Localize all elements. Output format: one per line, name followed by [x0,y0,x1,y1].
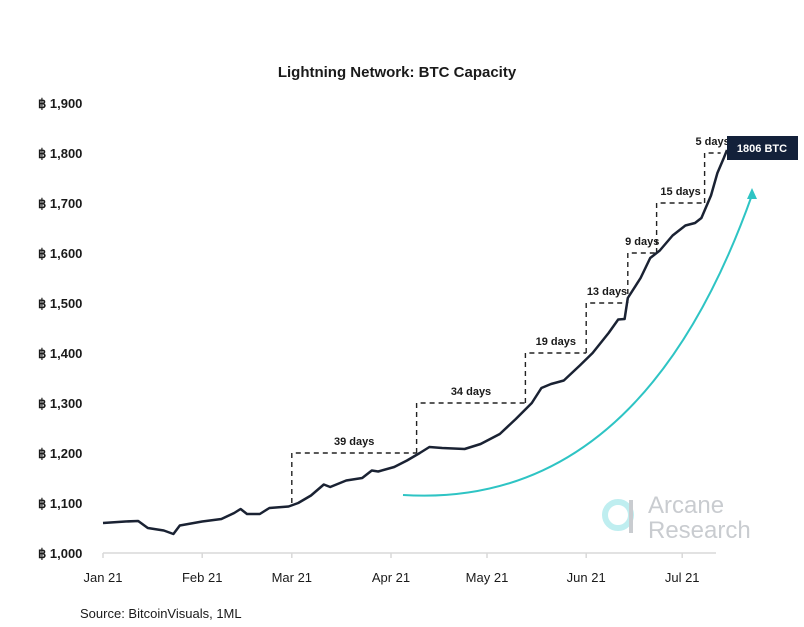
last-value-badge-bg [727,136,798,160]
step-dashed-line [524,352,587,403]
step-label: 39 days [334,436,374,448]
step-label: 34 days [451,386,491,398]
last-value-label: 1806 BTC [737,143,787,155]
watermark-logo-icon [602,499,634,531]
step-annotations: 39 days 34 days 19 days 13 days 9 days 15 day… [291,136,730,503]
step-dashed-line [585,302,628,353]
source-note: Source: BitcoinVisuals, 1ML [80,606,242,621]
series-line [102,149,729,536]
y-axis: ฿ 1,000 ฿ 1,100 ฿ 1,200 ฿ 1,300 ฿ 1,400 ฿ 1,5… [38,96,82,561]
y-tick-label: ฿ 1,300 [38,396,82,411]
step-label: 13 days [587,286,627,298]
y-tick-label: ฿ 1,900 [38,96,82,111]
y-tick-label: ฿ 1,600 [38,246,82,261]
y-tick-label: ฿ 1,400 [38,346,82,361]
x-tick-label: May 21 [466,570,509,585]
y-tick-label: ฿ 1,800 [38,146,82,161]
chart-title: Lightning Network: BTC Capacity [278,64,517,81]
step-dashed-line [703,152,721,203]
step-label: 5 days [695,136,729,148]
step-dashed-line [627,252,657,303]
step-dashed-line [655,202,705,253]
x-axis: Jan 21 Feb 21 Mar 21 Apr 21 May 21 Jun 21 Jul … [83,552,716,585]
x-tick-label: Jul 21 [665,570,700,585]
step-dashed-line [415,402,526,453]
step-dashed-line [291,452,417,503]
x-tick-label: Feb 21 [182,570,222,585]
y-tick-label: ฿ 1,100 [38,496,82,511]
y-tick-label: ฿ 1,700 [38,196,82,211]
trend-arrow-head-icon [747,188,757,199]
step-label: 19 days [536,336,576,348]
x-tick-label: Jun 21 [567,570,606,585]
y-tick-label: ฿ 1,500 [38,296,82,311]
watermark-word-2: Research [648,517,751,544]
watermark-logo: Arcane Research [602,492,751,544]
last-value-badge: 1806 BTC [727,136,798,160]
x-tick-label: Mar 21 [272,570,312,585]
x-tick-label: Jan 21 [83,570,122,585]
watermark-word-1: Arcane [648,492,724,519]
step-label: 15 days [660,186,700,198]
y-tick-label: ฿ 1,200 [38,446,82,461]
y-tick-label: ฿ 1,000 [38,546,82,561]
trend-arrow [402,194,753,497]
step-label: 9 days [625,236,659,248]
x-tick-label: Apr 21 [372,570,410,585]
